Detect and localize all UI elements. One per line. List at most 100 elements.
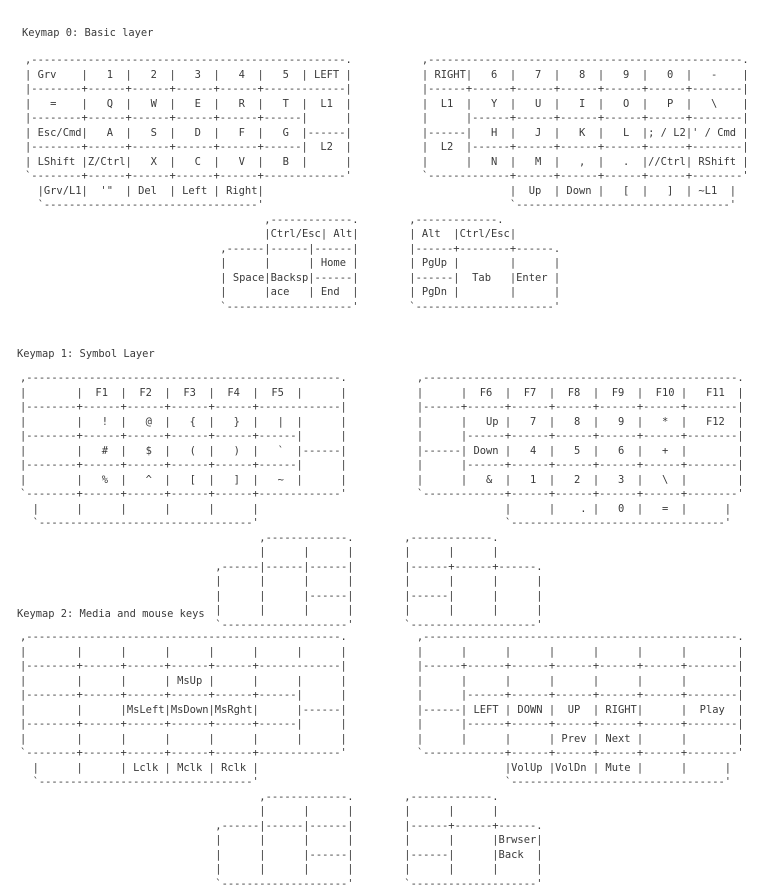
keymap-row: |--------+------+------+------+------+--… [20, 688, 347, 703]
keymap-row: |------+------+------. [404, 560, 542, 575]
keymap-row: | | |------| [215, 589, 353, 604]
keymap-row: | | & | 1 | 2 | 3 | \ | | [417, 473, 744, 488]
keymap-row: ,-------------. [404, 790, 542, 805]
left-thumb-cluster: ,-------------. |Ctrl/Esc| Alt|,------|-… [220, 213, 358, 315]
keymap-row: `--------------------' [215, 877, 353, 891]
keymap-row: ,---------------------------------------… [25, 53, 352, 68]
keymap-row: | PgUp | | | [409, 256, 560, 271]
keymap-row: | | . | 0 | = | | [417, 502, 744, 517]
layer-0-title: Keymap 0: Basic layer [22, 26, 153, 40]
keymap-row: | | | | [215, 833, 353, 848]
keymap-row: `--------+------+------+------+------+--… [20, 746, 347, 761]
keymap-row: | | | | [215, 862, 353, 877]
keymap-row: ,------|------|------| [220, 242, 358, 257]
keymap-row: |--------+------+------+------+------+--… [25, 140, 352, 155]
keymap-row: | | F6 | F7 | F8 | F9 | F10 | F11 | [417, 386, 744, 401]
keymap-row: | | | | [404, 603, 542, 618]
keymap-row: | |------+------+------+------+------+--… [417, 688, 744, 703]
right-thumb-cluster: ,-------------.| | ||------+------+-----… [404, 790, 542, 891]
keymap-row: |------| | | [404, 589, 542, 604]
keymap-row: | LShift |Z/Ctrl| X | C | V | B | | [25, 155, 352, 170]
right-hand-block: ,---------------------------------------… [417, 371, 744, 531]
keymap-row: ,-------------. [215, 531, 353, 546]
keymap-row: | Up | Down | [ | ] | ~L1 | [422, 184, 749, 199]
keymap-row: | | | | | | [20, 502, 347, 517]
left-hand-block: ,---------------------------------------… [20, 371, 347, 531]
keymap-row: ,-------------. [220, 213, 358, 228]
keymap-row: | | N | M | , | . |//Ctrl| RShift | [422, 155, 749, 170]
keymap-row: |--------+------+------+------+------+--… [20, 458, 347, 473]
keymap-row: | | | | | | | | [417, 645, 744, 660]
left-thumb-cluster: ,-------------. | | |,------|------|----… [215, 531, 353, 633]
keymap-row: | | F1 | F2 | F3 | F4 | F5 | | [20, 386, 347, 401]
keymap-row: |------| LEFT | DOWN | UP | RIGHT| | Pla… [417, 703, 744, 718]
keymap-row: |------+------+------. [404, 819, 542, 834]
keymap-row: | | |Brwser| [404, 833, 542, 848]
keymap-row: | | % | ^ | [ | ] | ~ | | [20, 473, 347, 488]
keymap-row: |------| |Back | [404, 848, 542, 863]
keymap-row: | | | | | | | | [20, 645, 347, 660]
keymap-row: | | | | [404, 574, 542, 589]
layer-1-title: Keymap 1: Symbol Layer [17, 347, 155, 361]
keymap-row: `--------+------+------+------+------+--… [20, 487, 347, 502]
keymap-row: |--------+------+------+------+------+--… [20, 429, 347, 444]
keymap-row: ,---------------------------------------… [20, 371, 347, 386]
keymap-row: ,-------------. [409, 213, 560, 228]
keymap-row: | | |------| [215, 848, 353, 863]
keymap-row: |--------+------+------+------+------+--… [25, 82, 352, 97]
keymap-row: | | ! | @ | { | } | | | | [20, 415, 347, 430]
keymap-row: | PgDn | | | [409, 285, 560, 300]
keymap-row: ,---------------------------------------… [422, 53, 749, 68]
keymap-row: | = | Q | W | E | R | T | L1 | [25, 97, 352, 112]
keymap-row: `----------------------------------' [20, 516, 347, 531]
keymap-row: | | Up | 7 | 8 | 9 | * | F12 | [417, 415, 744, 430]
keymap-row: `----------------------------------' [417, 516, 744, 531]
keymap-row: ,---------------------------------------… [20, 630, 347, 645]
keymap-row: | |------+------+------+------+------+--… [417, 458, 744, 473]
keymap-row: | | | Lclk | Mclk | Rclk | [20, 761, 347, 776]
keymap-row: `----------------------------------' [417, 775, 744, 790]
right-thumb-cluster: ,-------------.| Alt |Ctrl/Esc||------+-… [409, 213, 560, 315]
keymap-row: |Grv/L1| '" | Del | Left | Right| [25, 184, 352, 199]
right-hand-block: ,---------------------------------------… [422, 53, 749, 213]
keymap-row: |------| Down | 4 | 5 | 6 | + | | [417, 444, 744, 459]
keymap-row: | |------+------+------+------+------+--… [417, 717, 744, 732]
left-hand-block: ,---------------------------------------… [20, 630, 347, 790]
keymap-row: `--------------------' [220, 300, 358, 315]
keymap-row: | | | [215, 545, 353, 560]
keymap-row: | Esc/Cmd| A | S | D | F | G |------| [25, 126, 352, 141]
keymap-row: | | | [404, 545, 542, 560]
keymap-row: | |------+------+------+------+------+--… [417, 429, 744, 444]
keymap-row: | | | | [215, 574, 353, 589]
keymap-row: ,---------------------------------------… [417, 371, 744, 386]
keymap-row: `----------------------------------' [25, 198, 352, 213]
keymap-row: | L2 |------+------+------+------+------… [422, 140, 749, 155]
keymap-row: |--------+------+------+------+------+--… [20, 400, 347, 415]
keymap-row: |--------+------+------+------+------+--… [25, 111, 352, 126]
keymap-row: |------| H | J | K | L |; / L2|' / Cmd | [422, 126, 749, 141]
keymap-row: | |------+------+------+------+------+--… [422, 111, 749, 126]
keymap-row: |------+------+------+------+------+----… [417, 400, 744, 415]
keymap-row: |Ctrl/Esc| Alt| [220, 227, 358, 242]
keymap-row: | | # | $ | ( | ) | ` |------| [20, 444, 347, 459]
keymap-row: |------+--------+------. [409, 242, 560, 257]
keymap-row: ,-------------. [215, 790, 353, 805]
right-thumb-cluster: ,-------------.| | ||------+------+-----… [404, 531, 542, 633]
keymap-row: | | | | [404, 862, 542, 877]
left-hand-block: ,---------------------------------------… [25, 53, 352, 213]
keymap-row: `----------------------' [409, 300, 560, 315]
keymap-row: | | | | | | | | [20, 732, 347, 747]
keymap-row: |--------+------+------+------+------+--… [20, 717, 347, 732]
keymap-row: `----------------------------------' [422, 198, 749, 213]
keymap-row: | Alt |Ctrl/Esc| [409, 227, 560, 242]
keymap-row: | L1 | Y | U | I | O | P | \ | [422, 97, 749, 112]
keymap-row: |------+------+------+------+------+----… [417, 659, 744, 674]
keymap-row: |------| Tab |Enter | [409, 271, 560, 286]
left-thumb-cluster: ,-------------. | | |,------|------|----… [215, 790, 353, 891]
keymap-row: `-------------+------+------+------+----… [417, 487, 744, 502]
keymap-row: | | | Home | [220, 256, 358, 271]
keymap-row: ,------|------|------| [215, 819, 353, 834]
keymap-row: `-------------+------+------+------+----… [422, 169, 749, 184]
layer-2-title: Keymap 2: Media and mouse keys [17, 607, 205, 621]
keymap-row: | RIGHT| 6 | 7 | 8 | 9 | 0 | - | [422, 68, 749, 83]
